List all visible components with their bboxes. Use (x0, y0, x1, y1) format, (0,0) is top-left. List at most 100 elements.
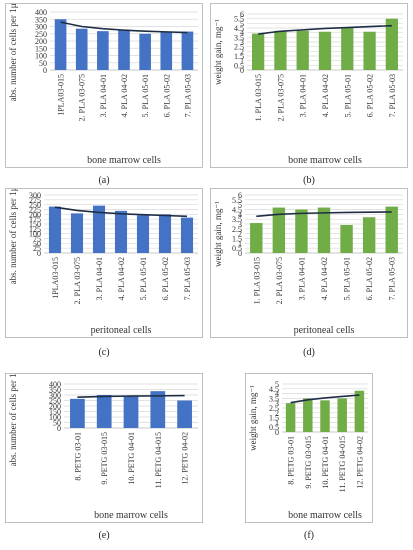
bar (114, 210, 128, 253)
y-tick-label: 125 (29, 225, 41, 234)
y-tick-label: 2 (240, 47, 244, 56)
y-tick-label: 350 (35, 15, 47, 24)
chart-panel-c: 0 25 50 75 100 125 150 175 200 225 250 275 300 1PLA03… (5, 188, 203, 338)
x-tick-label: 10. PETG 04-01 (321, 436, 330, 489)
y-tick-label: 0 (275, 428, 279, 437)
bar (92, 205, 106, 253)
y-tick-label: 3 (238, 220, 242, 229)
x-tick-label: 3. PLA 04-01 (297, 257, 306, 300)
bar (75, 28, 88, 70)
trendline (54, 206, 188, 218)
bar (177, 400, 192, 428)
x-tick-label: 11. PETG 04-015 (338, 436, 347, 492)
caption-b: (b) (303, 175, 315, 186)
y-tick-label: 50 (53, 419, 61, 428)
y-tick-label: 250 (35, 30, 47, 39)
bar (97, 31, 109, 70)
y-tick-label: 25 (33, 244, 41, 253)
trendline (77, 394, 185, 398)
caption-c: (c) (98, 347, 110, 358)
x-axis-title: peritoneal cells (294, 325, 355, 336)
bar (70, 213, 84, 253)
x-tick-label: 10. PETG 04-01 (127, 432, 136, 485)
bar (340, 224, 353, 253)
y-tick-label: 200 (49, 402, 61, 411)
bar (70, 398, 85, 428)
bar (181, 31, 194, 70)
y-tick-label: 250 (29, 201, 41, 210)
y-tick-label: 1.5 (269, 414, 279, 423)
x-tick-label: 5. PLA 05-01 (343, 257, 352, 300)
bar (272, 207, 286, 253)
x-tick-label: 2. PLA 03-075 (275, 257, 284, 304)
x-tick-label: 6. PLA 05-02 (161, 257, 170, 300)
y-tick-label: 200 (29, 210, 41, 219)
bar (363, 31, 376, 70)
y-tick-label: 3 (275, 399, 279, 408)
bar (303, 398, 313, 432)
y-axis-title: weight gain, mg⁻¹ (248, 385, 258, 451)
y-tick-label: 1 (275, 418, 279, 427)
bar (96, 395, 112, 428)
bar (54, 19, 67, 70)
caption-a: (a) (98, 175, 110, 186)
x-tick-label: 9. PETG 03-015 (100, 432, 109, 485)
y-tick-label: 1.5 (234, 52, 244, 61)
bar (362, 217, 376, 253)
caption-d: (d) (303, 347, 315, 358)
x-tick-label: 12. PETG 04-02 (181, 432, 190, 485)
x-tick-label: 3. PLA 04-01 (99, 74, 108, 117)
trendline (256, 211, 392, 218)
y-tick-label: 6 (240, 10, 244, 19)
x-tick-label: 1PLA03-015 (51, 257, 60, 299)
x-tick-label: 2. PLA 03-075 (78, 74, 87, 121)
y-tick-label: 0.5 (232, 244, 242, 253)
bar (341, 28, 354, 70)
y-tick-label: 400 (49, 380, 61, 389)
bar (150, 391, 166, 428)
x-tick-label: 4. PLA 04-02 (117, 257, 126, 300)
y-axis-title: abs. number of cells per 1µl (8, 4, 18, 101)
y-tick-label: 300 (49, 391, 61, 400)
x-tick-label: 2. PLA 03-075 (73, 257, 82, 304)
y-tick-label: 150 (29, 220, 41, 229)
bar (48, 206, 62, 253)
y-tick-label: 75 (33, 235, 41, 244)
x-tick-label: 4. PLA 04-02 (321, 74, 330, 117)
y-tick-label: 150 (35, 44, 47, 53)
y-tick-label: 150 (49, 408, 61, 417)
x-tick-label: 6. PLA 05-02 (366, 74, 375, 117)
bar (337, 398, 347, 432)
y-tick-label: 2 (238, 230, 242, 239)
x-axis-title: bone marrow cells (288, 510, 362, 521)
y-tick-label: 1 (238, 239, 242, 248)
y-axis-title: abs. number of cells per 1µl (8, 374, 18, 466)
y-tick-label: 3.5 (269, 394, 279, 403)
y-tick-label: 6 (238, 191, 242, 200)
x-axis-title: bone marrow cells (87, 155, 161, 166)
y-axis-title: weight gain, mg⁻¹ (213, 201, 223, 267)
x-tick-label: 12. PETG 04-02 (355, 436, 364, 489)
bar (285, 403, 296, 432)
x-tick-label: 1. PLA 03-015 (252, 257, 261, 304)
y-tick-label: 2.5 (232, 225, 242, 234)
y-tick-label: 225 (29, 206, 41, 215)
chart-panel-a: 0 50 100 150 200 250 300 350 400 1PLA03-015 2. PLA… (5, 3, 203, 168)
chart-svg-b: 00.511.522.533.544.555.56 1. PLA 03-015 2.… (213, 10, 403, 166)
bar (385, 18, 398, 70)
chart-panel-f: 0 0.5 1 1.5 2 2.5 3 3.5 4 4.5 5 8. PETG 03-01 9. PET… (245, 373, 373, 523)
x-tick-label: 4. PLA 04-02 (120, 74, 129, 117)
x-tick-label: 7. PLA 05-03 (183, 257, 192, 300)
y-tick-label: 4 (275, 390, 279, 399)
bar (123, 396, 139, 428)
x-tick-label: 11. PETG 04-015 (154, 432, 163, 488)
bar (320, 400, 330, 432)
y-tick-label: 5.5 (232, 196, 242, 205)
y-tick-label: 0 (240, 66, 244, 75)
y-axis-title: weight gain, mg⁻¹ (213, 19, 223, 85)
y-tick-label: 0 (238, 249, 242, 258)
x-axis-title: bone marrow cells (288, 155, 362, 166)
y-tick-label: 0.5 (234, 61, 244, 70)
